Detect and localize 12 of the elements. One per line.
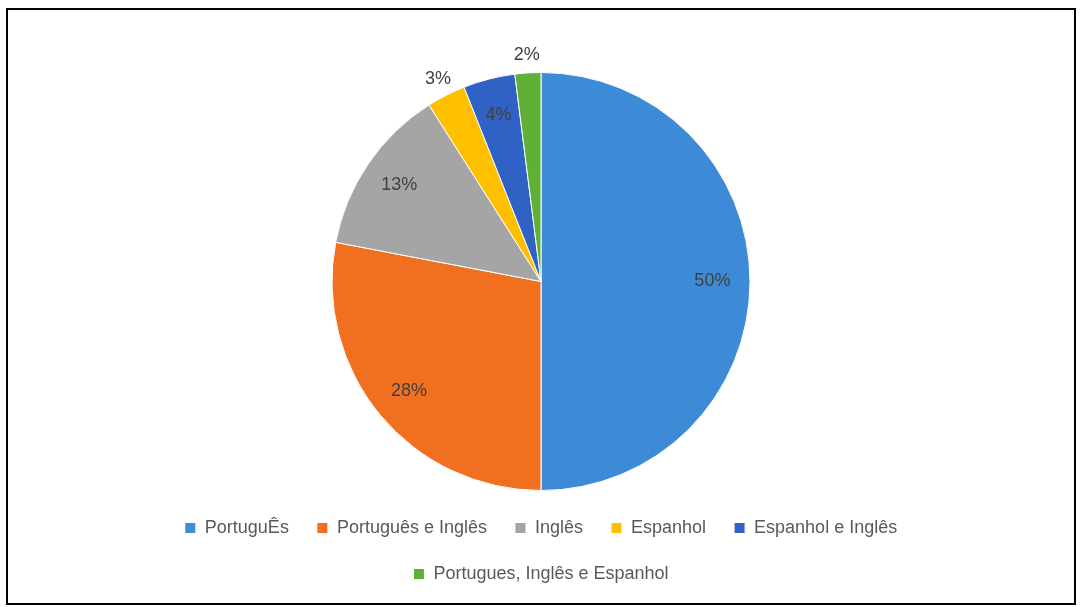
- data-label: 13%: [381, 174, 418, 195]
- legend-label: Inglês: [534, 516, 584, 537]
- legend-label: Espanhol e Inglês: [754, 516, 898, 537]
- data-label: 4%: [485, 104, 512, 125]
- data-label: 50%: [694, 270, 731, 291]
- legend-label: PortuguÊs: [204, 516, 289, 537]
- data-label: 28%: [390, 379, 427, 400]
- legend-label: Português e Inglês: [336, 516, 487, 537]
- data-label: 3%: [424, 68, 451, 89]
- legend-label: Portugues, Inglês e Espanhol: [433, 562, 669, 583]
- data-label: 2%: [513, 43, 540, 64]
- legend-label: Espanhol: [631, 516, 707, 537]
